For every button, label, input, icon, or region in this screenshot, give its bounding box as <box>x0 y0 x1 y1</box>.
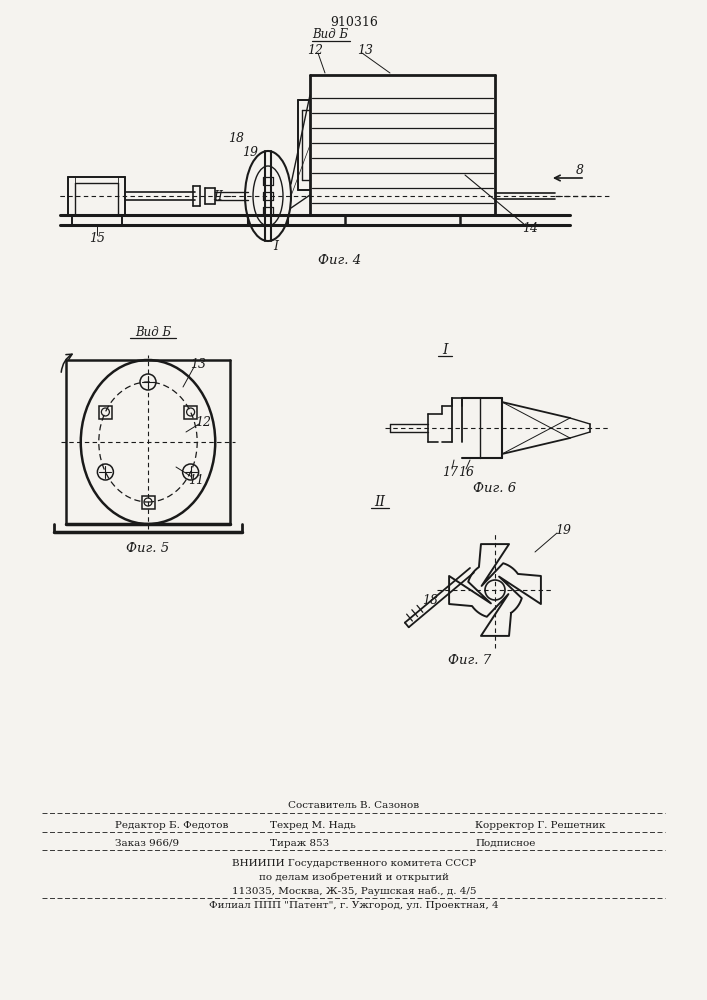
Text: 17: 17 <box>442 466 458 479</box>
Text: 18: 18 <box>228 131 244 144</box>
Text: 113035, Москва, Ж-35, Раушская наб., д. 4/5: 113035, Москва, Ж-35, Раушская наб., д. … <box>232 886 477 896</box>
Text: 15: 15 <box>89 232 105 245</box>
Text: 910316: 910316 <box>330 16 378 29</box>
Text: 18: 18 <box>422 594 438 607</box>
Text: Тираж 853: Тираж 853 <box>270 838 329 848</box>
Text: Подписное: Подписное <box>475 838 535 848</box>
Text: 13: 13 <box>190 359 206 371</box>
Text: 11: 11 <box>188 474 204 487</box>
Text: Вид Б: Вид Б <box>135 326 171 338</box>
Bar <box>99 406 112 418</box>
Text: по делам изобретений и открытий: по делам изобретений и открытий <box>259 872 449 882</box>
Text: 12: 12 <box>195 416 211 428</box>
Text: 14: 14 <box>522 223 538 235</box>
Text: Техред М. Надь: Техред М. Надь <box>270 820 356 830</box>
Text: Заказ 966/9: Заказ 966/9 <box>115 838 179 848</box>
Bar <box>184 406 197 418</box>
Text: Составитель В. Сазонов: Составитель В. Сазонов <box>288 800 419 810</box>
Text: ВНИИПИ Государственного комитета СССР: ВНИИПИ Государственного комитета СССР <box>232 858 476 867</box>
Text: 8: 8 <box>576 164 584 178</box>
Text: Редактор Б. Федотов: Редактор Б. Федотов <box>115 820 228 830</box>
Text: 19: 19 <box>242 145 258 158</box>
Text: Фиг. 4: Фиг. 4 <box>318 254 361 267</box>
Text: Фиг. 6: Фиг. 6 <box>474 482 517 494</box>
Text: I: I <box>443 343 448 357</box>
Text: II: II <box>213 190 223 202</box>
Text: Вид Б: Вид Б <box>312 28 348 41</box>
Text: 13: 13 <box>357 44 373 57</box>
Text: Филиал ППП "Патент", г. Ужгород, ул. Проектная, 4: Филиал ППП "Патент", г. Ужгород, ул. Про… <box>209 900 499 910</box>
Text: 12: 12 <box>307 44 323 57</box>
Text: Фиг. 5: Фиг. 5 <box>127 542 170 554</box>
Text: Корректор Г. Решетник: Корректор Г. Решетник <box>475 820 605 830</box>
Text: 16: 16 <box>458 466 474 479</box>
Text: Фиг. 7: Фиг. 7 <box>448 654 491 666</box>
Text: 19: 19 <box>555 524 571 536</box>
Bar <box>141 495 155 508</box>
Text: I: I <box>274 240 279 253</box>
Text: II: II <box>375 495 385 509</box>
